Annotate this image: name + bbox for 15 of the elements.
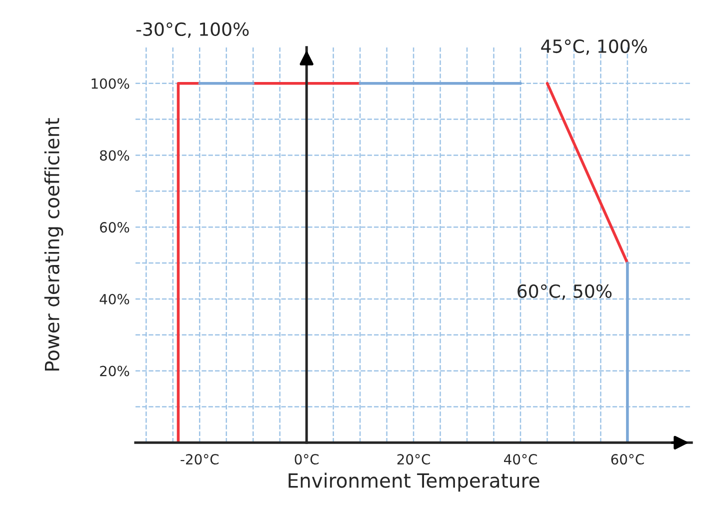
y-tick-label: 20% xyxy=(100,366,130,376)
y-tick-label: 40% xyxy=(100,294,130,304)
x-tick-label: 0°C xyxy=(294,454,319,465)
y-tick-label: 80% xyxy=(100,150,130,161)
annotation: 45°C, 100% xyxy=(541,39,647,55)
x-tick-label: 60°C xyxy=(611,454,644,465)
x-tick-label: -20°C xyxy=(180,454,219,465)
x-axis-title: Environment Temperature xyxy=(288,472,540,492)
y-axis-title: Power derating coefficient xyxy=(44,118,64,370)
text: -30°C, 100% xyxy=(136,22,249,38)
y-tick-label: 60% xyxy=(100,222,130,233)
y-tick-label: 100% xyxy=(92,78,130,89)
x-tick-label: 40°C xyxy=(504,454,537,465)
x-tick-label: 20°C xyxy=(397,454,430,465)
annotation: 60°C, 50% xyxy=(518,284,612,300)
